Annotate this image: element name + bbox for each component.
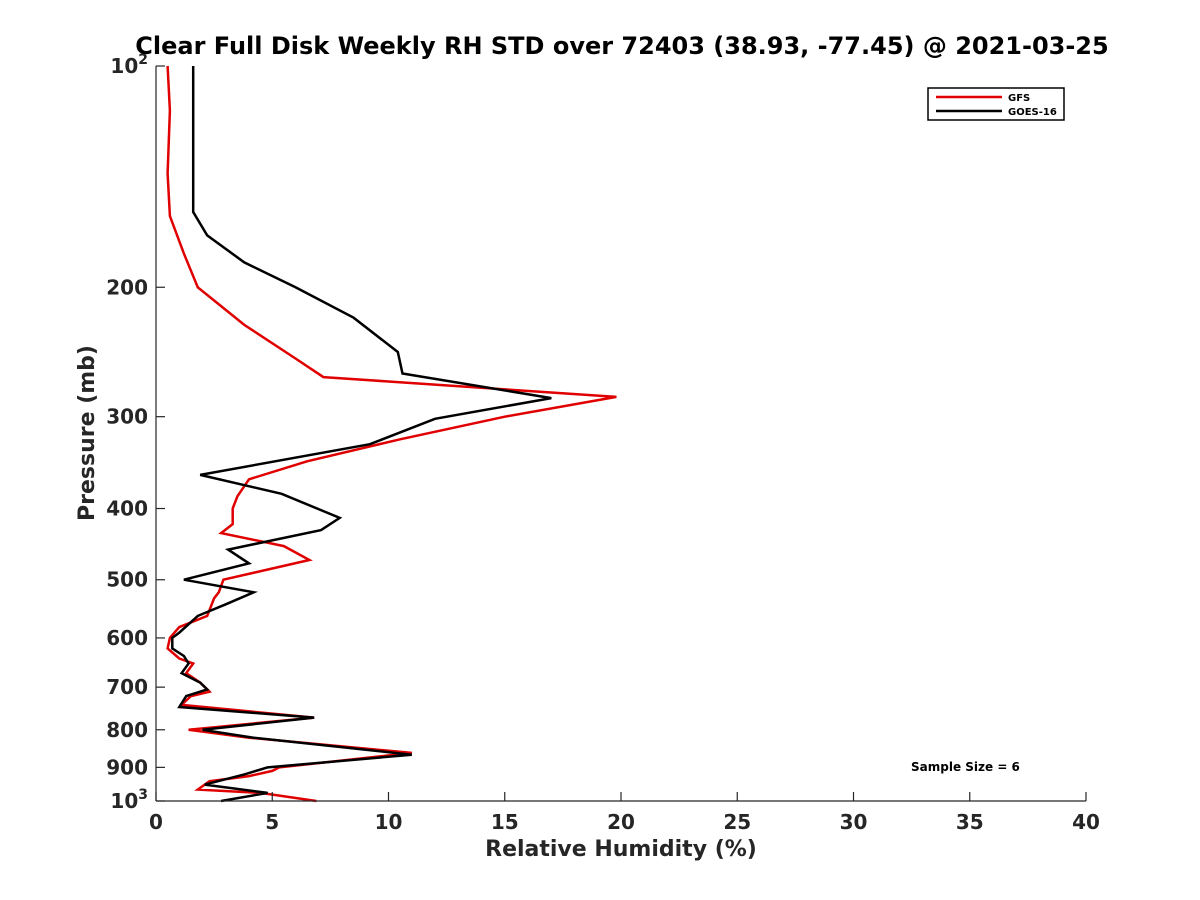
legend-box	[927, 87, 1065, 121]
legend-label-goes16: GOES-16	[1008, 107, 1057, 118]
y-tick-label: 102	[110, 52, 148, 78]
x-tick-label: 20	[607, 810, 635, 834]
x-tick-label: 0	[149, 810, 163, 834]
x-tick-label: 25	[723, 810, 751, 834]
x-tick-label: 5	[265, 810, 279, 834]
x-axis-label: Relative Humidity (%)	[485, 837, 757, 862]
series-line-goes16	[171, 66, 552, 803]
x-ticks: 0 5 10 15 20 25 30 35 40	[149, 792, 1100, 834]
y-tick-label: 500	[106, 568, 148, 592]
x-tick-label: 10	[375, 810, 403, 834]
series-layer	[166, 65, 617, 803]
y-tick-label: 800	[106, 718, 148, 742]
y-tick-label: 400	[106, 497, 148, 521]
y-tick-label: 200	[106, 275, 148, 299]
y-tick-label: 600	[106, 626, 148, 650]
sample-size-annotation: Sample Size = 6	[911, 760, 1020, 774]
y-tick-label: 900	[106, 755, 148, 779]
x-tick-label: 30	[840, 810, 868, 834]
y-axis-label: Pressure (mb)	[75, 345, 100, 521]
legend-label-gfs: GFS	[1008, 93, 1030, 104]
plot-background	[156, 66, 1086, 801]
y-tick-label: 700	[106, 675, 148, 699]
plot-area	[156, 66, 1086, 801]
x-tick-label: 35	[956, 810, 984, 834]
y-tick-label: 103	[110, 787, 148, 813]
chart-title: Clear Full Disk Weekly RH STD over 72403…	[135, 32, 1108, 60]
x-tick-label: 15	[491, 810, 519, 834]
legend: GFS GOES-16	[927, 87, 1065, 121]
x-tick-label: 40	[1072, 810, 1100, 834]
y-ticks: 102 200 300 400 500 600 700 800 900 103	[106, 52, 165, 813]
y-tick-label: 300	[106, 405, 148, 429]
